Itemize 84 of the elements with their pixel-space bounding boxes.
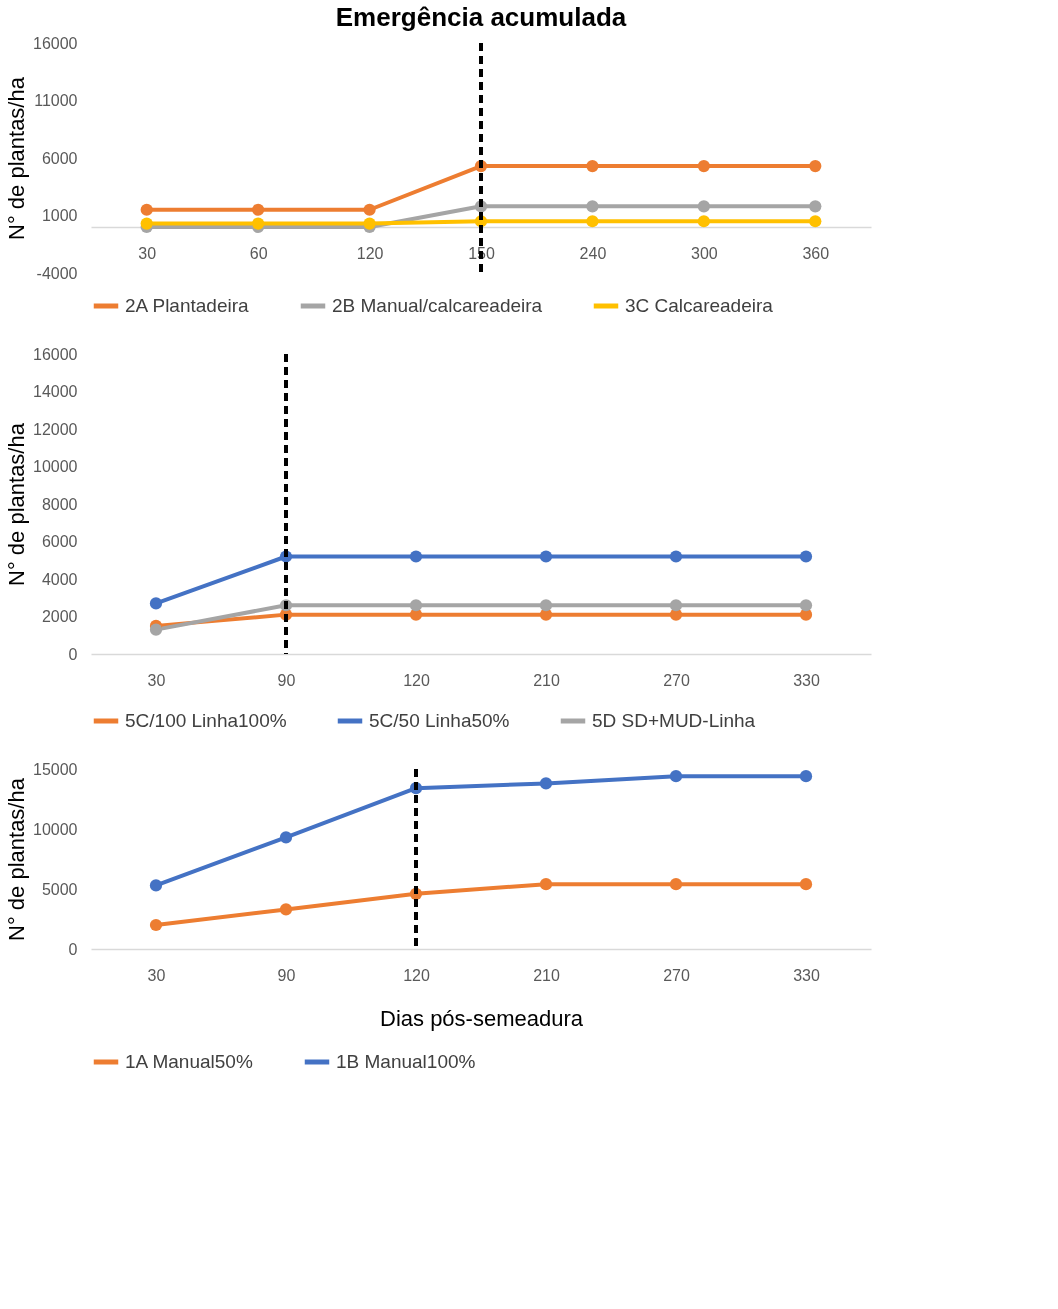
- y-tick-label: 1000: [41, 207, 78, 224]
- point: [586, 159, 599, 173]
- point: [809, 200, 822, 213]
- x-tick-label: 30: [147, 671, 166, 689]
- x-tick-label: 120: [403, 966, 430, 984]
- point: [697, 159, 710, 173]
- y-tick-label: 6000: [41, 533, 78, 550]
- x-tick-label: 330: [793, 966, 820, 984]
- point: [799, 878, 813, 891]
- legend-label: 3C Calcareadeira: [625, 295, 774, 316]
- x-tick-label: 270: [663, 671, 690, 689]
- point: [252, 203, 265, 216]
- x-axis-title: Dias pós-semeadura: [380, 1005, 584, 1031]
- y-tick-label: 0: [68, 940, 78, 958]
- legend-label: 2B Manual/calcareadeira: [332, 295, 543, 316]
- x-tick-label: 90: [277, 671, 296, 689]
- y-axis-title: N° de plantas/ha: [4, 76, 30, 240]
- point: [799, 550, 813, 563]
- legend-label: 1A Manual50%: [125, 1051, 253, 1072]
- y-axis-title: N° de plantas/ha: [4, 422, 30, 586]
- x-tick-label: 120: [356, 244, 384, 262]
- x-tick-label: 30: [138, 244, 157, 262]
- point: [809, 159, 822, 173]
- legend-label: 1B Manual100%: [336, 1051, 476, 1072]
- legend-label: 5C/100 Linha100%: [125, 710, 287, 731]
- y-tick-label: 12000: [33, 420, 78, 438]
- y-tick-label: 10000: [33, 820, 78, 838]
- y-tick-label: 16000: [33, 34, 78, 52]
- x-tick-label: 210: [533, 966, 560, 984]
- y-tick-label: 16000: [33, 345, 78, 363]
- point: [149, 918, 163, 932]
- x-tick-label: 300: [691, 244, 718, 262]
- y-tick-label: 10000: [33, 458, 78, 475]
- point: [149, 623, 163, 636]
- x-tick-label: 90: [277, 966, 296, 984]
- x-tick-label: 210: [533, 671, 560, 689]
- y-tick-label: 14000: [33, 383, 78, 400]
- y-tick-label: 5000: [41, 880, 78, 898]
- point: [409, 599, 423, 612]
- x-tick-label: 330: [793, 671, 820, 689]
- y-tick-label: 6000: [41, 149, 78, 167]
- y-tick-label: 15000: [33, 760, 78, 778]
- point: [586, 215, 599, 228]
- point: [279, 903, 293, 916]
- point: [279, 831, 293, 844]
- point: [669, 878, 683, 891]
- legend-label: 5C/50 Linha50%: [369, 710, 510, 731]
- point: [586, 200, 599, 213]
- point: [149, 597, 163, 610]
- point: [669, 599, 683, 612]
- legend-label: 5D SD+MUD-Linha: [592, 710, 756, 731]
- y-tick-label: 2000: [41, 608, 78, 625]
- point: [669, 770, 683, 783]
- x-tick-label: 60: [249, 244, 268, 262]
- point: [409, 550, 423, 563]
- point: [697, 200, 710, 213]
- x-tick-label: 120: [403, 671, 430, 689]
- y-axis-title: N° de plantas/ha: [4, 777, 30, 941]
- point: [252, 217, 265, 230]
- point: [697, 215, 710, 228]
- point: [140, 217, 153, 230]
- y-tick-label: -4000: [36, 264, 78, 282]
- x-tick-label: 270: [663, 966, 690, 984]
- point: [539, 550, 553, 563]
- x-tick-label: 30: [147, 966, 166, 984]
- point: [539, 777, 553, 790]
- legend-label: 2A Plantadeira: [125, 295, 250, 316]
- point: [140, 203, 153, 216]
- point: [799, 599, 813, 612]
- y-tick-label: 0: [68, 645, 78, 663]
- point: [149, 879, 163, 892]
- y-tick-label: 4000: [41, 570, 78, 588]
- x-tick-label: 360: [802, 244, 830, 262]
- point: [539, 878, 553, 891]
- chart-title: Emergência acumulada: [335, 2, 627, 32]
- point: [799, 770, 813, 783]
- y-tick-label: 8000: [41, 495, 78, 513]
- x-tick-label: 240: [579, 244, 607, 262]
- point: [809, 215, 822, 228]
- point: [363, 203, 376, 216]
- point: [539, 599, 553, 612]
- point: [669, 550, 683, 563]
- point: [363, 217, 376, 230]
- y-tick-label: 11000: [34, 92, 78, 109]
